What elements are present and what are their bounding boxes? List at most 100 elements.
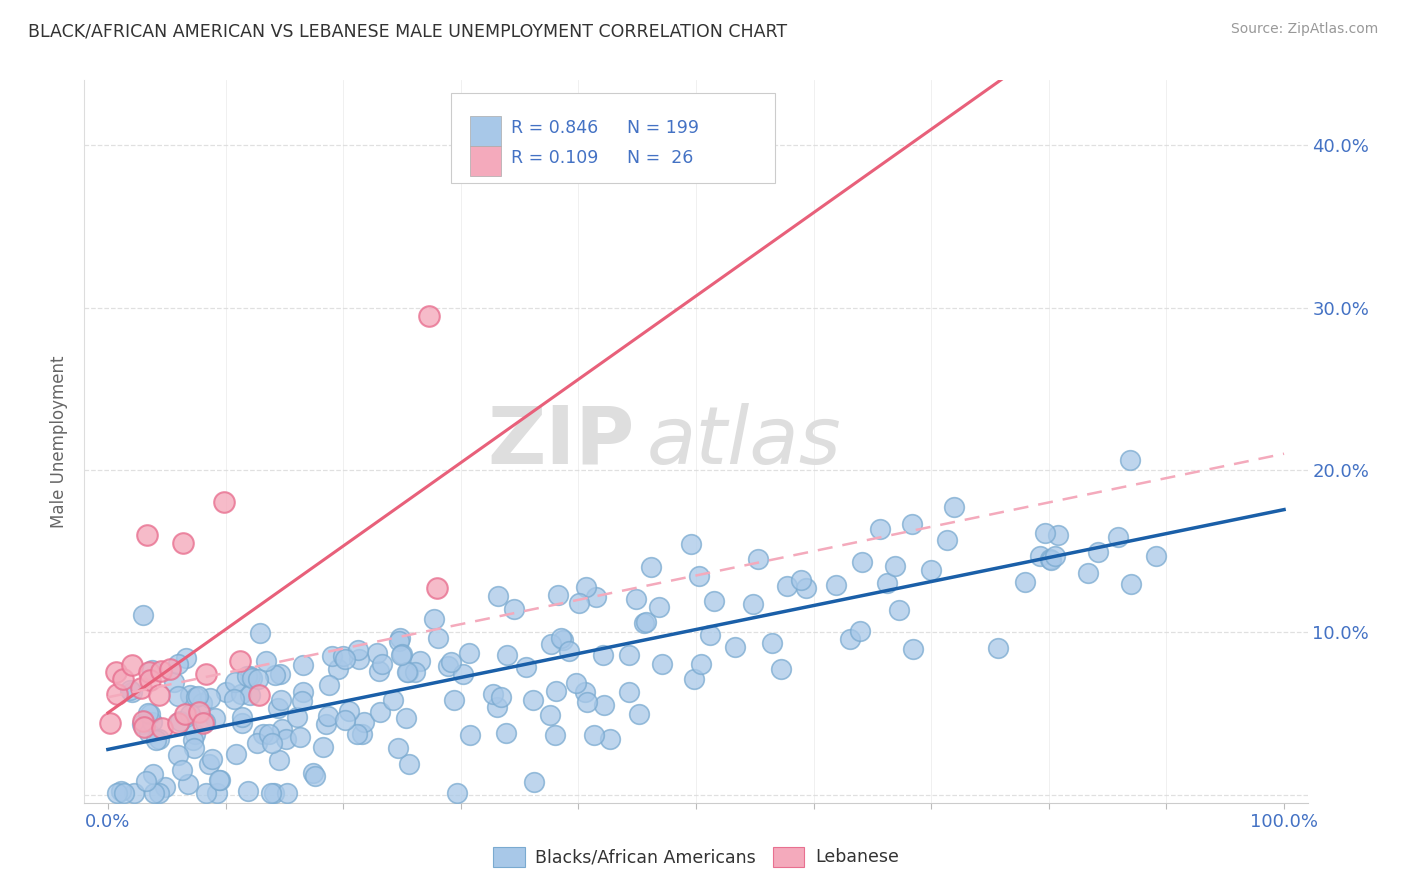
- Point: [276, 786, 298, 800]
- Point: [239, 669, 262, 683]
- Y-axis label: Male Unemployment: Male Unemployment: [51, 355, 69, 528]
- Point: [247, 672, 270, 686]
- Point: [263, 786, 285, 800]
- Point: [110, 784, 132, 798]
- Point: [440, 656, 463, 670]
- Point: [550, 632, 572, 646]
- Point: [191, 715, 214, 730]
- Point: [138, 726, 160, 740]
- Point: [231, 709, 253, 723]
- Point: [446, 786, 468, 800]
- Text: N = 199: N = 199: [627, 119, 699, 136]
- Point: [148, 688, 170, 702]
- Point: [263, 667, 285, 681]
- Point: [568, 596, 591, 610]
- Point: [1144, 549, 1167, 563]
- Point: [174, 706, 197, 721]
- Point: [1014, 575, 1036, 590]
- Point: [617, 648, 640, 662]
- Point: [321, 648, 343, 663]
- Point: [371, 657, 394, 672]
- Point: [346, 726, 368, 740]
- Point: [159, 662, 181, 676]
- Point: [332, 649, 354, 664]
- Point: [240, 671, 263, 685]
- Point: [129, 681, 152, 696]
- Point: [776, 579, 799, 593]
- Point: [132, 608, 155, 623]
- Point: [876, 576, 898, 591]
- Point: [901, 516, 924, 531]
- Point: [426, 582, 449, 596]
- Point: [443, 692, 465, 706]
- Point: [547, 589, 569, 603]
- Point: [382, 693, 405, 707]
- Point: [396, 665, 419, 680]
- Point: [148, 786, 170, 800]
- Point: [404, 665, 426, 679]
- Point: [134, 720, 156, 734]
- Text: BLACK/AFRICAN AMERICAN VS LEBANESE MALE UNEMPLOYMENT CORRELATION CHART: BLACK/AFRICAN AMERICAN VS LEBANESE MALE …: [28, 22, 787, 40]
- Point: [761, 636, 783, 650]
- Point: [337, 704, 360, 718]
- Point: [592, 648, 614, 662]
- Point: [198, 757, 221, 772]
- Point: [838, 632, 860, 647]
- Point: [141, 714, 163, 729]
- Point: [347, 651, 370, 665]
- Point: [209, 773, 232, 788]
- Point: [229, 687, 252, 701]
- Point: [538, 707, 561, 722]
- Point: [353, 714, 375, 729]
- Point: [142, 767, 165, 781]
- Point: [236, 783, 259, 797]
- Point: [333, 713, 356, 727]
- Point: [269, 667, 291, 681]
- Point: [292, 658, 315, 673]
- Point: [423, 612, 446, 626]
- Point: [135, 528, 157, 542]
- Point: [575, 580, 598, 594]
- Point: [247, 689, 270, 703]
- Point: [141, 663, 163, 677]
- Point: [187, 690, 209, 704]
- Point: [176, 650, 198, 665]
- Point: [304, 769, 326, 783]
- Point: [252, 727, 274, 741]
- Text: Source: ZipAtlas.com: Source: ZipAtlas.com: [1230, 22, 1378, 37]
- Point: [112, 786, 135, 800]
- Point: [136, 706, 159, 720]
- Point: [1119, 452, 1142, 467]
- Point: [486, 589, 509, 603]
- Point: [489, 690, 512, 704]
- Point: [201, 751, 224, 765]
- Point: [391, 648, 413, 663]
- Point: [246, 737, 269, 751]
- Point: [592, 698, 614, 712]
- Point: [257, 727, 280, 741]
- Point: [145, 733, 167, 747]
- Point: [259, 786, 281, 800]
- Point: [236, 669, 259, 683]
- Text: atlas: atlas: [647, 402, 842, 481]
- Point: [1047, 528, 1070, 542]
- Point: [148, 731, 170, 746]
- Point: [679, 537, 702, 551]
- Point: [274, 732, 297, 747]
- Point: [135, 773, 157, 788]
- Point: [172, 536, 194, 550]
- Point: [395, 665, 418, 679]
- Text: ZIP: ZIP: [488, 402, 636, 481]
- Point: [120, 683, 142, 698]
- Point: [936, 533, 959, 547]
- Point: [181, 732, 204, 747]
- Point: [150, 721, 173, 735]
- Point: [747, 552, 769, 566]
- Point: [186, 690, 208, 704]
- Point: [1087, 545, 1109, 559]
- Point: [315, 717, 337, 731]
- Point: [640, 559, 662, 574]
- Point: [574, 684, 596, 698]
- Point: [848, 624, 870, 638]
- Point: [352, 726, 374, 740]
